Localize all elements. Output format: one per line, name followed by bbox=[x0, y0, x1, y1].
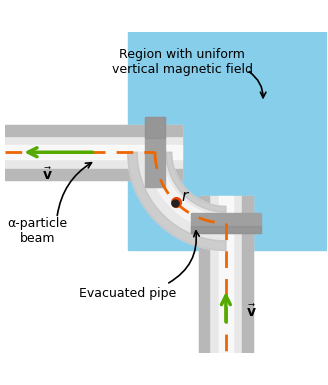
Polygon shape bbox=[128, 152, 226, 251]
Polygon shape bbox=[219, 196, 233, 353]
Text: Evacuated pipe: Evacuated pipe bbox=[79, 288, 176, 300]
Polygon shape bbox=[242, 196, 253, 353]
Polygon shape bbox=[5, 169, 182, 180]
Text: α-particle
beam: α-particle beam bbox=[8, 217, 68, 245]
Polygon shape bbox=[5, 125, 182, 136]
Polygon shape bbox=[5, 146, 182, 159]
Polygon shape bbox=[145, 117, 165, 138]
Polygon shape bbox=[145, 117, 165, 187]
Polygon shape bbox=[191, 226, 261, 233]
Polygon shape bbox=[198, 196, 253, 353]
Polygon shape bbox=[166, 152, 226, 212]
Polygon shape bbox=[128, 152, 226, 251]
Text: Region with uniform
vertical magnetic field: Region with uniform vertical magnetic fi… bbox=[112, 48, 253, 75]
Polygon shape bbox=[5, 125, 182, 180]
Text: $\vec{\mathbf{v}}$: $\vec{\mathbf{v}}$ bbox=[42, 166, 52, 183]
Text: r: r bbox=[182, 189, 188, 204]
Polygon shape bbox=[148, 152, 226, 230]
Polygon shape bbox=[191, 213, 261, 233]
Polygon shape bbox=[128, 32, 327, 251]
Text: $\vec{\mathbf{v}}$: $\vec{\mathbf{v}}$ bbox=[246, 303, 257, 320]
Polygon shape bbox=[198, 196, 210, 353]
